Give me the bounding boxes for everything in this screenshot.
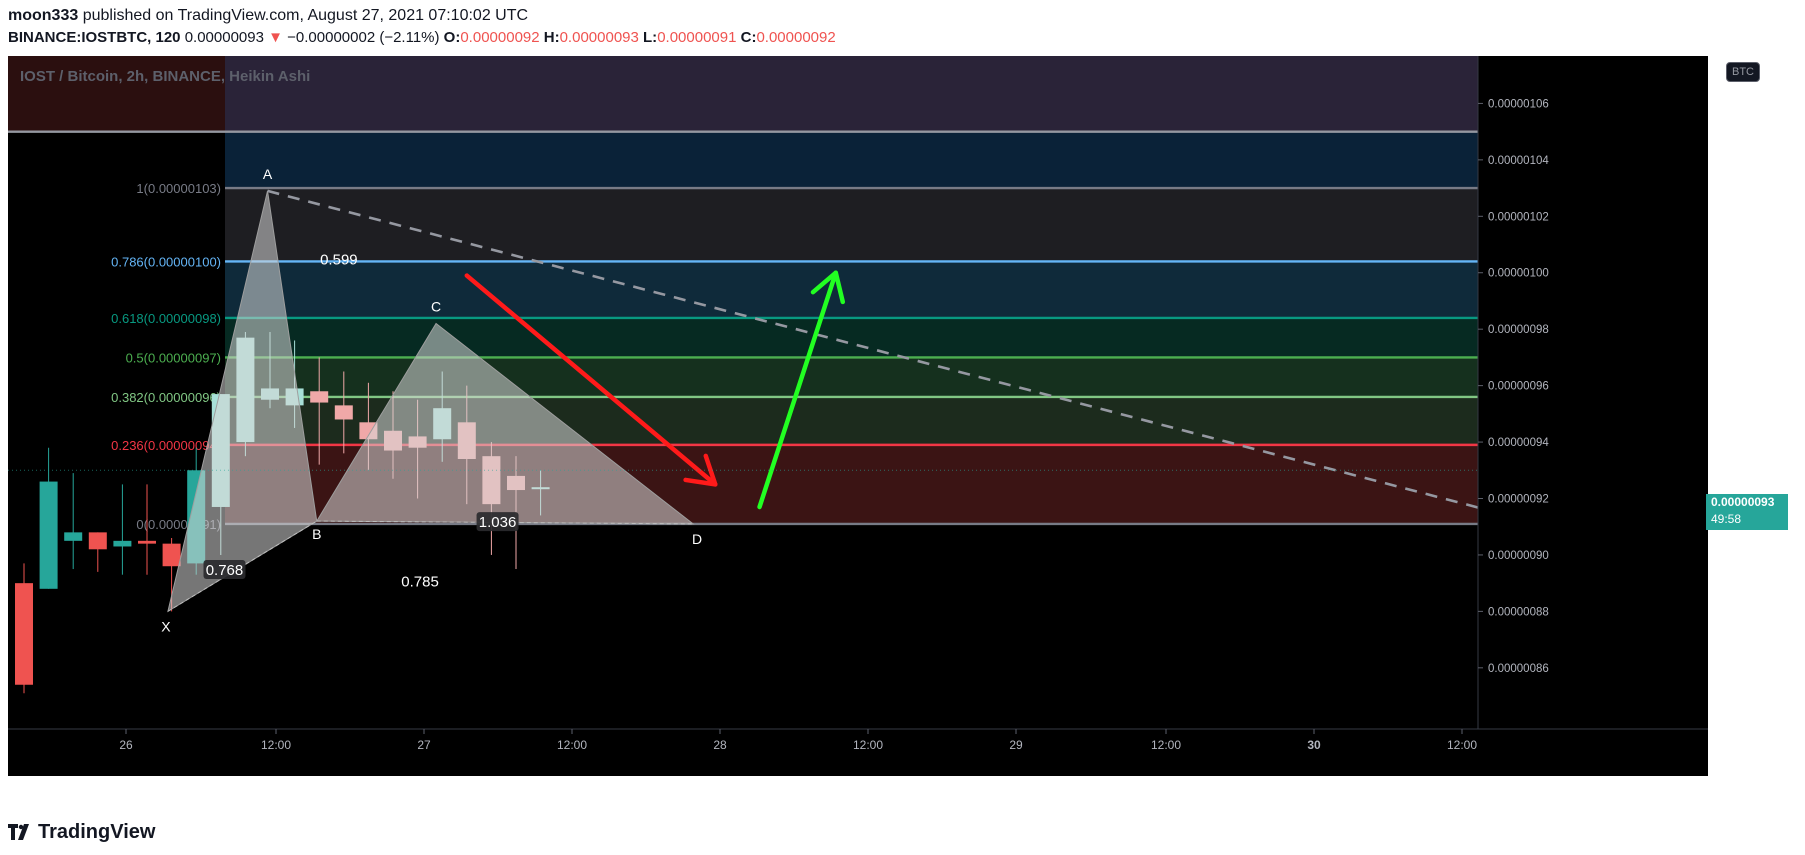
symbol-label: BINANCE:IOSTBTC, 120: [8, 29, 181, 46]
author-name[interactable]: moon333: [8, 7, 79, 24]
harmonic-point-label: D: [692, 531, 702, 547]
tradingview-icon: [8, 824, 29, 840]
ratio-label: 1.036: [479, 514, 517, 531]
price-change: −0.00000002 (−2.11%): [287, 29, 440, 46]
harmonic-point-label: B: [312, 526, 321, 542]
ratio-label: 0.785: [401, 573, 439, 590]
open-label: O:: [443, 29, 461, 46]
fib-zone: [225, 131, 1478, 189]
price-tick-label: 0.00000090: [1488, 550, 1549, 562]
fib-zone: [225, 261, 1478, 318]
low-label: L:: [643, 29, 658, 46]
fib-level-label: 0.618(0.00000098): [111, 311, 221, 326]
price-tick-label: 0.00000088: [1488, 606, 1549, 618]
down-arrow: [464, 273, 718, 487]
currency-badge[interactable]: BTC: [1726, 62, 1760, 82]
low-value: 0.00000091: [657, 29, 737, 46]
harmonic-point-label: C: [431, 299, 441, 315]
ohlc-line: BINANCE:IOSTBTC, 120 0.00000093 ▼ −0.000…: [8, 28, 1798, 48]
time-tick-label: 12:00: [557, 738, 587, 752]
up-arrow-head: [810, 270, 846, 305]
down-triangle-icon: ▼: [268, 29, 283, 46]
chart-header: moon333 published on TradingView.com, Au…: [8, 6, 1798, 50]
candle-body: [138, 540, 156, 544]
time-tick-label: 12:00: [1151, 738, 1181, 752]
time-axis: [8, 729, 1708, 776]
time-tick-label: 26: [119, 738, 133, 752]
price-tick-label: 0.00000086: [1488, 663, 1549, 675]
time-tick-label: 12:00: [1447, 738, 1477, 752]
candle-body: [64, 532, 83, 541]
candle-body: [162, 543, 181, 567]
fib-level-label: 0.786(0.00000100): [111, 254, 221, 269]
published-text: published on TradingView.com, August 27,…: [82, 7, 529, 24]
candle-body: [15, 583, 33, 685]
candle-body: [310, 391, 329, 403]
candle-body: [88, 532, 107, 550]
chart-canvas[interactable]: 0(0.00000091)0.236(0.00000094)0.382(0.00…: [8, 56, 1708, 776]
candle-body: [113, 540, 132, 547]
ratio-label: 0.599: [320, 252, 358, 269]
time-tick-label: 12:00: [261, 738, 291, 752]
bar-countdown: 49:58: [1711, 512, 1742, 526]
last-price-tag-value: 0.00000093: [1711, 495, 1775, 509]
open-value: 0.00000092: [460, 29, 540, 46]
chart-panel[interactable]: 0(0.00000091) 0.236(0.00000094) 0.382(0.00…: [8, 56, 1708, 776]
price-tick-label: 0.00000096: [1488, 381, 1549, 393]
fib-level-label: 1(0.00000103): [136, 181, 221, 196]
harmonic-point-label: A: [263, 166, 273, 182]
fib-level-label: 0.382(0.00000096): [111, 390, 221, 405]
ratio-badge: [476, 512, 519, 532]
fib-zone: [8, 56, 225, 132]
price-tick-label: 0.00000098: [1488, 324, 1549, 336]
close-label: C:: [740, 29, 757, 46]
close-value: 0.00000092: [756, 29, 836, 46]
chart-overlay-title: IOST / Bitcoin, 2h, BINANCE, Heikin Ashi: [20, 68, 311, 85]
candle-body: [334, 405, 353, 420]
time-tick-label: 29: [1009, 738, 1023, 752]
price-tick-label: 0.00000100: [1488, 268, 1549, 280]
price-tick-label: 0.00000104: [1488, 155, 1549, 167]
time-tick-label: 30: [1307, 738, 1321, 752]
last-price: 0.00000093: [184, 29, 264, 46]
time-tick-label: 27: [417, 738, 431, 752]
price-tick-label: 0.00000094: [1488, 437, 1549, 449]
high-label: H:: [543, 29, 560, 46]
dashed-trend-line: [267, 189, 1498, 514]
high-value: 0.00000093: [559, 29, 639, 46]
fib-zone: [225, 317, 1478, 358]
price-axis: [1478, 56, 1708, 729]
fib-zone: [8, 56, 1478, 132]
tradingview-wordmark: TradingView: [38, 820, 156, 843]
ratio-label: 0.768: [206, 562, 244, 579]
tradingview-logo[interactable]: TradingView: [8, 819, 155, 845]
price-tick-label: 0.00000092: [1488, 494, 1549, 506]
down-arrow-head: [683, 453, 718, 487]
publish-line: moon333 published on TradingView.com, Au…: [8, 6, 1798, 26]
harmonic-point-label: X: [161, 618, 171, 634]
price-tick-label: 0.00000102: [1488, 211, 1549, 223]
price-tick-label: 0.00000106: [1488, 98, 1549, 110]
ratio-badge: [203, 560, 246, 580]
candle-body: [39, 481, 58, 589]
fib-zone: [225, 188, 1478, 262]
fib-level-label: 0.5(0.00000097): [126, 350, 221, 365]
time-tick-label: 12:00: [853, 738, 883, 752]
up-arrow: [757, 270, 839, 510]
last-price-tag: 0.00000093 49:58: [1706, 494, 1788, 530]
time-tick-label: 28: [713, 738, 727, 752]
fib-level-label: 0.236(0.00000094): [111, 438, 221, 453]
